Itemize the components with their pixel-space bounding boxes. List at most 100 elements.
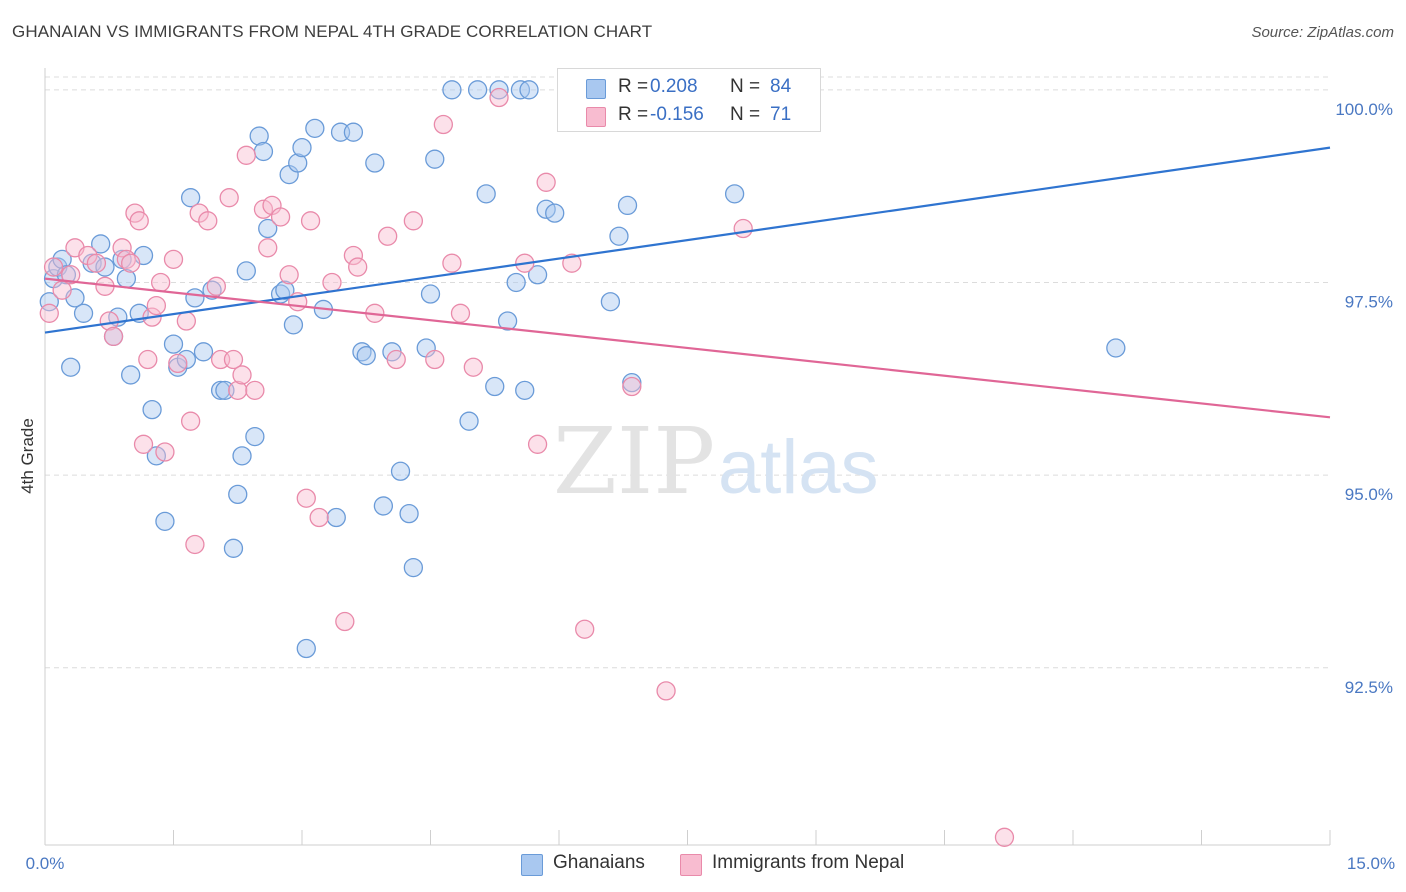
legend-n-label: N =: [730, 104, 761, 125]
ghanaians-point: [515, 380, 535, 401]
ghanaians-point: [1106, 338, 1126, 358]
ghanaians-point: [193, 342, 214, 362]
nepal-point: [279, 265, 299, 285]
correlation-legend: R = 0.208 N = 84 R = -0.156 N = 71: [557, 68, 821, 132]
nepal-trend-line: [44, 277, 1331, 419]
ghanaians-trend-line: [44, 146, 1331, 334]
ghanaians-points: [39, 80, 1126, 659]
nepal-point: [236, 145, 256, 165]
nepal-point: [223, 349, 244, 370]
nepal-point: [168, 353, 188, 374]
nepal-point: [386, 349, 406, 370]
nepal-point: [433, 114, 454, 135]
ghanaians-point: [249, 126, 269, 146]
ghanaians-point: [399, 503, 419, 524]
nepal-point: [61, 265, 81, 285]
legend-row-ghanaians: R = 0.208 N = 84: [558, 73, 820, 101]
ghanaians-point: [223, 538, 244, 558]
nepal-point: [121, 253, 141, 273]
nepal-point: [348, 257, 368, 277]
ghanaians-point: [283, 315, 304, 335]
y-axis-title: 4th Grade: [18, 418, 37, 494]
legend-swatch-blue: [521, 854, 543, 876]
ghanaians-point: [245, 426, 265, 447]
ghanaians-point: [545, 203, 565, 223]
nepal-point: [378, 226, 398, 246]
ghanaians-point: [485, 376, 505, 397]
nepal-point: [180, 411, 201, 431]
ghanaians-point: [326, 507, 346, 528]
ghanaians-point: [356, 346, 376, 366]
nepal-point: [150, 272, 171, 293]
ghanaians-point: [724, 184, 745, 204]
nepal-point: [562, 253, 582, 273]
nepal-point: [146, 295, 167, 316]
ghanaians-point: [228, 484, 248, 505]
ghanaians-point: [142, 399, 162, 420]
x-tick-label-min: 0.0%: [26, 854, 65, 873]
ghanaians-point: [600, 292, 621, 312]
ghanaians-point: [403, 557, 424, 578]
nepal-point: [155, 442, 175, 462]
nepal-point: [425, 349, 445, 370]
ghanaians-point: [185, 288, 205, 308]
legend-r-label: R =: [618, 104, 649, 125]
source-credit: Source: ZipAtlas.com: [1251, 24, 1394, 41]
ghanaians-point: [617, 195, 638, 216]
nepal-point: [43, 257, 64, 277]
nepal-point: [309, 507, 329, 528]
nepal-point: [103, 326, 124, 347]
ghanaians-point: [232, 446, 252, 466]
legend-swatch-pink: [680, 854, 702, 876]
ghanaians-point: [275, 280, 295, 300]
y-tick-label: 95.0%: [1345, 485, 1393, 504]
legend-n-value: 84: [770, 76, 792, 97]
ghanaians-point: [609, 226, 629, 246]
ghanaians-point: [489, 80, 509, 100]
ghanaians-point: [180, 188, 201, 208]
ghanaians-point: [425, 149, 445, 169]
nepal-point: [322, 272, 342, 293]
legend-swatch-blue: [586, 79, 606, 99]
nepal-point: [112, 238, 132, 258]
nepal-point: [133, 434, 154, 454]
ghanaians-point: [236, 261, 256, 281]
ghanaians-point: [258, 218, 278, 239]
ghanaians-point: [61, 357, 81, 377]
nepal-point: [198, 211, 218, 231]
nepal-point: [442, 253, 462, 273]
nepal-point: [163, 249, 184, 270]
legend-r-value: 0.208: [650, 76, 698, 97]
legend-label-ghanaians: Ghanaians: [553, 852, 645, 873]
nepal-point: [733, 218, 753, 239]
legend-r-label: R =: [618, 76, 649, 97]
ghanaians-point: [296, 638, 316, 659]
legend-swatch-pink: [586, 107, 606, 127]
ghanaians-point: [292, 137, 312, 158]
nepal-point: [245, 380, 265, 401]
nepal-point: [228, 380, 248, 401]
ghanaians-point: [476, 184, 496, 204]
ghanaians-point: [442, 80, 462, 100]
ghanaians-point: [420, 284, 441, 304]
ghanaians-point: [365, 153, 385, 173]
nepal-point: [86, 253, 107, 273]
ghanaians-point: [506, 272, 526, 293]
nepal-point: [296, 488, 316, 508]
nepal-point: [185, 534, 205, 555]
ghanaians-point: [390, 461, 411, 481]
ghanaians-point: [73, 303, 94, 323]
nepal-point: [463, 357, 483, 377]
legend-n-value: 71: [770, 104, 792, 125]
legend-n-label: N =: [730, 76, 761, 97]
ghanaians-point: [519, 80, 539, 100]
watermark-atlas: atlas: [718, 425, 879, 510]
ghanaians-point: [155, 511, 175, 532]
nepal-point: [300, 211, 321, 231]
ghanaians-point: [91, 234, 111, 254]
nepal-point: [575, 619, 595, 639]
ghanaians-point: [253, 141, 274, 162]
nepal-point: [527, 434, 548, 454]
legend-row-nepal: R = -0.156 N = 71: [558, 101, 820, 129]
